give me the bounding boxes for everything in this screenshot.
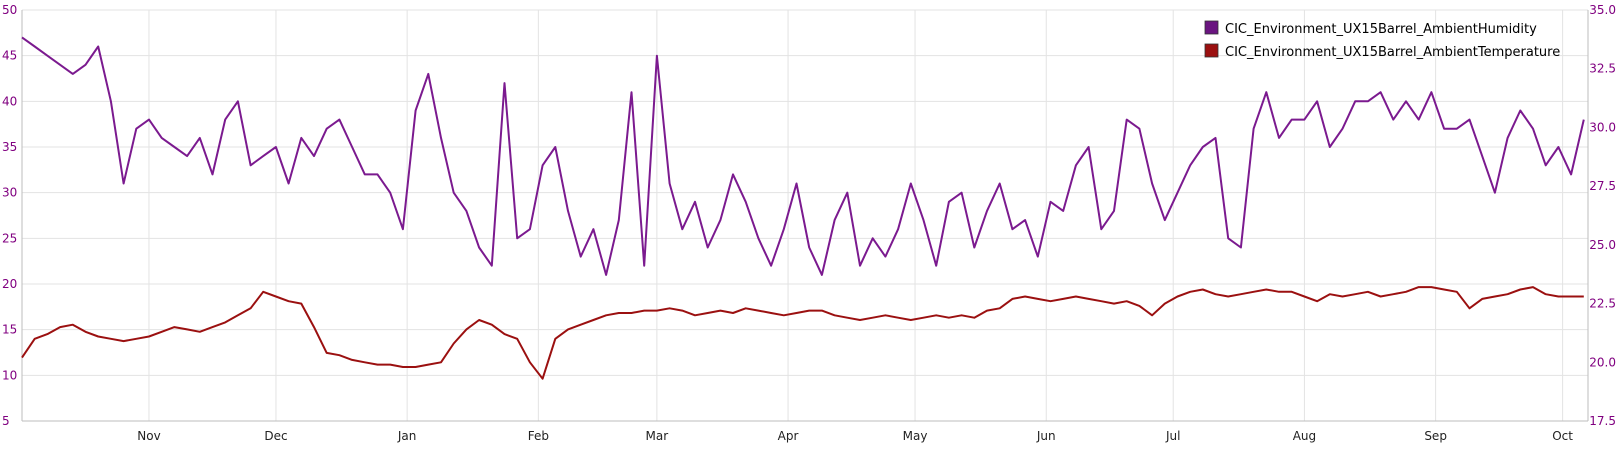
x-tick-label: Feb — [528, 429, 549, 443]
x-tick-label: Aug — [1293, 429, 1316, 443]
legend-swatch-temperature — [1204, 43, 1219, 58]
legend-label-temperature[interactable]: CIC_Environment_UX15Barrel_AmbientTemper… — [1225, 45, 1560, 60]
x-tick-label: Jan — [397, 429, 417, 443]
x-tick-label: Mar — [646, 429, 669, 443]
y-right-tick-label: 35.0 — [1589, 3, 1616, 17]
y-left-tick-label: 30 — [2, 186, 17, 200]
legend-swatch-humidity — [1204, 20, 1219, 35]
y-left-tick-label: 25 — [2, 231, 17, 245]
y-right-tick-label: 25.0 — [1589, 238, 1616, 252]
y-right-tick-label: 32.5 — [1589, 62, 1616, 76]
y-left-tick-label: 15 — [2, 323, 17, 337]
humidity-series-line — [21, 36, 1585, 276]
axes: 5 10 15 20 25 30 35 40 45 50 17.5 20.0 22.5 25.0 27.5 3… — [2, 3, 1616, 443]
y-right-tick-label: 30.0 — [1589, 120, 1616, 134]
y-left-tick-label: 35 — [2, 140, 17, 154]
x-tick-label: Oct — [1552, 429, 1573, 443]
y-left-tick-label: 20 — [2, 277, 17, 291]
y-right-tick-label: 27.5 — [1589, 179, 1616, 193]
legend[interactable]: CIC_Environment_UX15Barrel_AmbientHumidi… — [1204, 20, 1560, 60]
x-tick-label: May — [903, 429, 928, 443]
x-tick-label: Jun — [1036, 429, 1056, 443]
y-right-tick-label: 22.5 — [1589, 297, 1616, 311]
temperature-series-line — [21, 286, 1584, 380]
y-right-tick-label: 17.5 — [1589, 414, 1616, 428]
y-left-tick-label: 5 — [2, 414, 10, 428]
y-left-tick-label: 10 — [2, 368, 17, 382]
x-tick-label: Nov — [137, 429, 160, 443]
legend-label-humidity[interactable]: CIC_Environment_UX15Barrel_AmbientHumidi… — [1225, 22, 1537, 37]
gridlines — [22, 9, 1588, 422]
x-tick-label: Jul — [1165, 429, 1180, 443]
y-right-tick-label: 20.0 — [1589, 355, 1616, 369]
series-lines — [21, 36, 1585, 380]
y-left-tick-label: 40 — [2, 94, 17, 108]
x-tick-label: Apr — [778, 429, 799, 443]
x-tick-label: Sep — [1424, 429, 1447, 443]
y-left-tick-label: 50 — [2, 3, 17, 17]
y-left-tick-label: 45 — [2, 49, 17, 63]
x-tick-label: Dec — [264, 429, 287, 443]
